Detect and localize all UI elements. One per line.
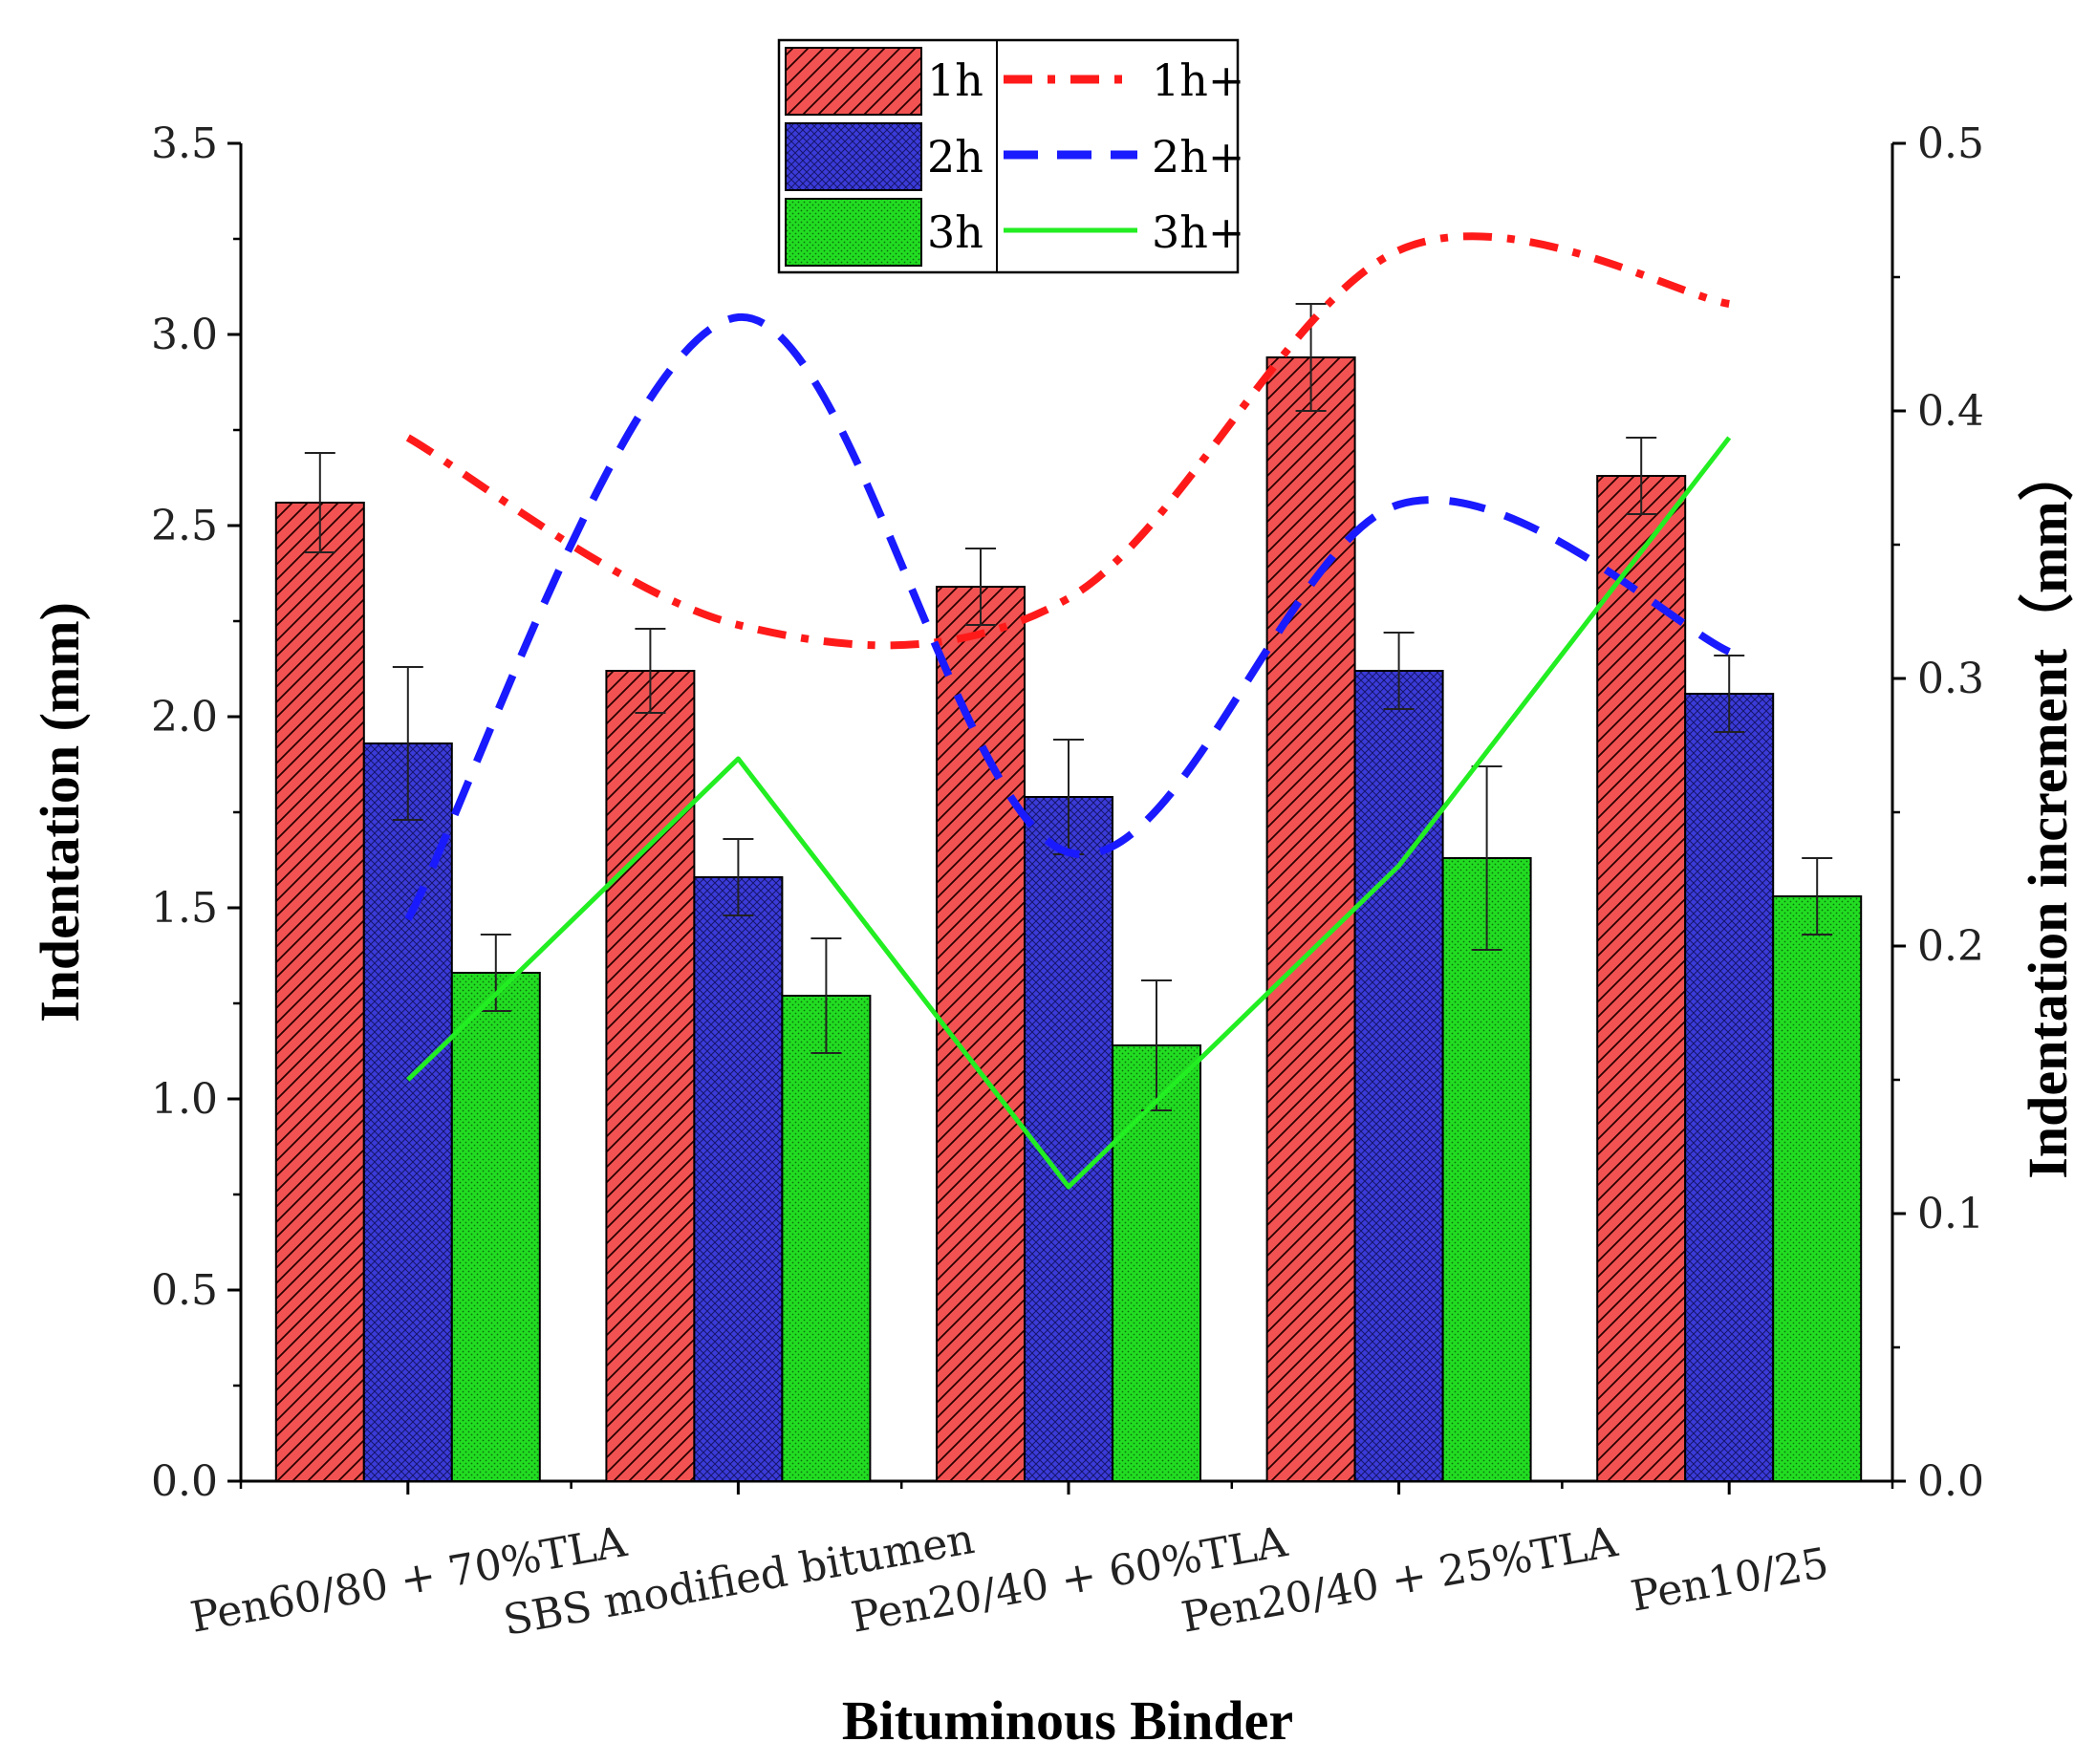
legend-label-2h: 2h — [927, 131, 983, 183]
y2-axis-ticks: 0.0 0.1 0.2 0.3 0.4 0.5 — [1892, 119, 1984, 1506]
legend-label-3h-plus: 3h+ — [1152, 206, 1244, 258]
line-series-1h+ — [405, 232, 1730, 650]
y-axis-title: Indentation (mm) — [29, 602, 91, 1022]
bar-2h — [693, 876, 784, 1482]
legend-label-2h-plus: 2h+ — [1152, 131, 1244, 183]
y-tick-label: 1.5 — [151, 884, 218, 933]
legend-label-1h: 1h — [927, 54, 983, 106]
y2-tick-label: 0.0 — [1917, 1457, 1984, 1506]
legend-swatch-2h — [785, 122, 922, 191]
y-tick-label: 0.0 — [151, 1457, 218, 1506]
y-tick-label: 0.5 — [151, 1266, 218, 1315]
x-axis-title: Bituminous Binder — [842, 1689, 1293, 1752]
error-bars — [304, 303, 1833, 1111]
bar-1h — [1596, 475, 1687, 1482]
bar-3h — [1772, 895, 1863, 1482]
legend-swatch-1h — [785, 47, 922, 116]
y-tick-label: 3.0 — [151, 311, 218, 359]
series-lines — [404, 232, 1732, 1190]
legend-label-3h: 3h — [927, 206, 983, 258]
y2-tick-label: 0.1 — [1917, 1190, 1984, 1238]
bar-3h — [1441, 857, 1532, 1482]
y-tick-label: 1.0 — [151, 1075, 218, 1124]
line-series-2h+ — [404, 312, 1731, 921]
bar-1h — [274, 502, 365, 1482]
legend: 1h 2h 3h 1h+ 2h+ 3h+ — [777, 38, 1244, 274]
line-series-3h+ — [406, 436, 1732, 1190]
bar-3h — [1112, 1044, 1201, 1482]
x-category-label: Pen10/25 — [1628, 1538, 1832, 1621]
y-tick-label: 2.0 — [151, 693, 218, 742]
y2-tick-label: 0.4 — [1917, 387, 1984, 436]
bar-2h — [1024, 796, 1113, 1482]
bar-1h — [605, 670, 696, 1482]
legend-swatch-3h — [785, 198, 922, 267]
bar-3h — [450, 972, 541, 1482]
y-tick-label: 3.5 — [151, 119, 218, 168]
bars — [274, 356, 1863, 1482]
y-axis-ticks: 0.0 0.5 1.0 1.5 2.0 2.5 3.0 3.5 — [151, 119, 241, 1506]
y-tick-label: 2.5 — [151, 502, 218, 550]
y2-tick-label: 0.2 — [1917, 922, 1984, 971]
bar-2h — [1353, 670, 1444, 1482]
legend-label-1h-plus: 1h+ — [1152, 54, 1244, 106]
y2-axis-title: Indentation increment（mm） — [2017, 445, 2079, 1178]
y2-tick-label: 0.3 — [1917, 655, 1984, 703]
y2-tick-label: 0.5 — [1917, 119, 1984, 168]
bar-3h — [781, 995, 872, 1482]
bar-2h — [1684, 693, 1775, 1482]
